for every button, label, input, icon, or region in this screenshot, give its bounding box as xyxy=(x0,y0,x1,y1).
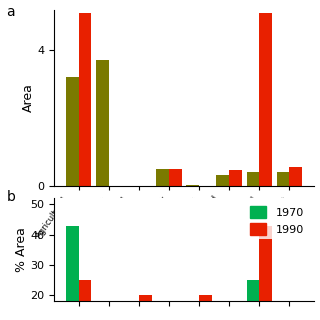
Bar xyxy=(199,295,212,320)
Bar xyxy=(66,77,79,186)
Text: a: a xyxy=(6,5,15,19)
Bar xyxy=(96,60,109,186)
Legend: 1970, 1990: 1970, 1990 xyxy=(245,202,308,239)
Bar xyxy=(156,169,169,186)
Bar xyxy=(289,167,302,186)
Bar xyxy=(139,295,152,320)
Bar xyxy=(79,280,92,320)
Y-axis label: % Area: % Area xyxy=(15,227,28,272)
Bar xyxy=(187,185,199,186)
Bar xyxy=(66,226,79,320)
Bar xyxy=(169,169,181,186)
Bar xyxy=(216,175,229,186)
Bar xyxy=(246,280,259,320)
Text: b: b xyxy=(6,190,15,204)
Bar xyxy=(79,13,92,186)
Bar xyxy=(259,13,272,186)
Bar xyxy=(246,172,259,186)
Bar xyxy=(276,172,289,186)
Bar xyxy=(229,170,242,186)
Y-axis label: Area: Area xyxy=(22,83,35,112)
Bar xyxy=(259,226,272,320)
